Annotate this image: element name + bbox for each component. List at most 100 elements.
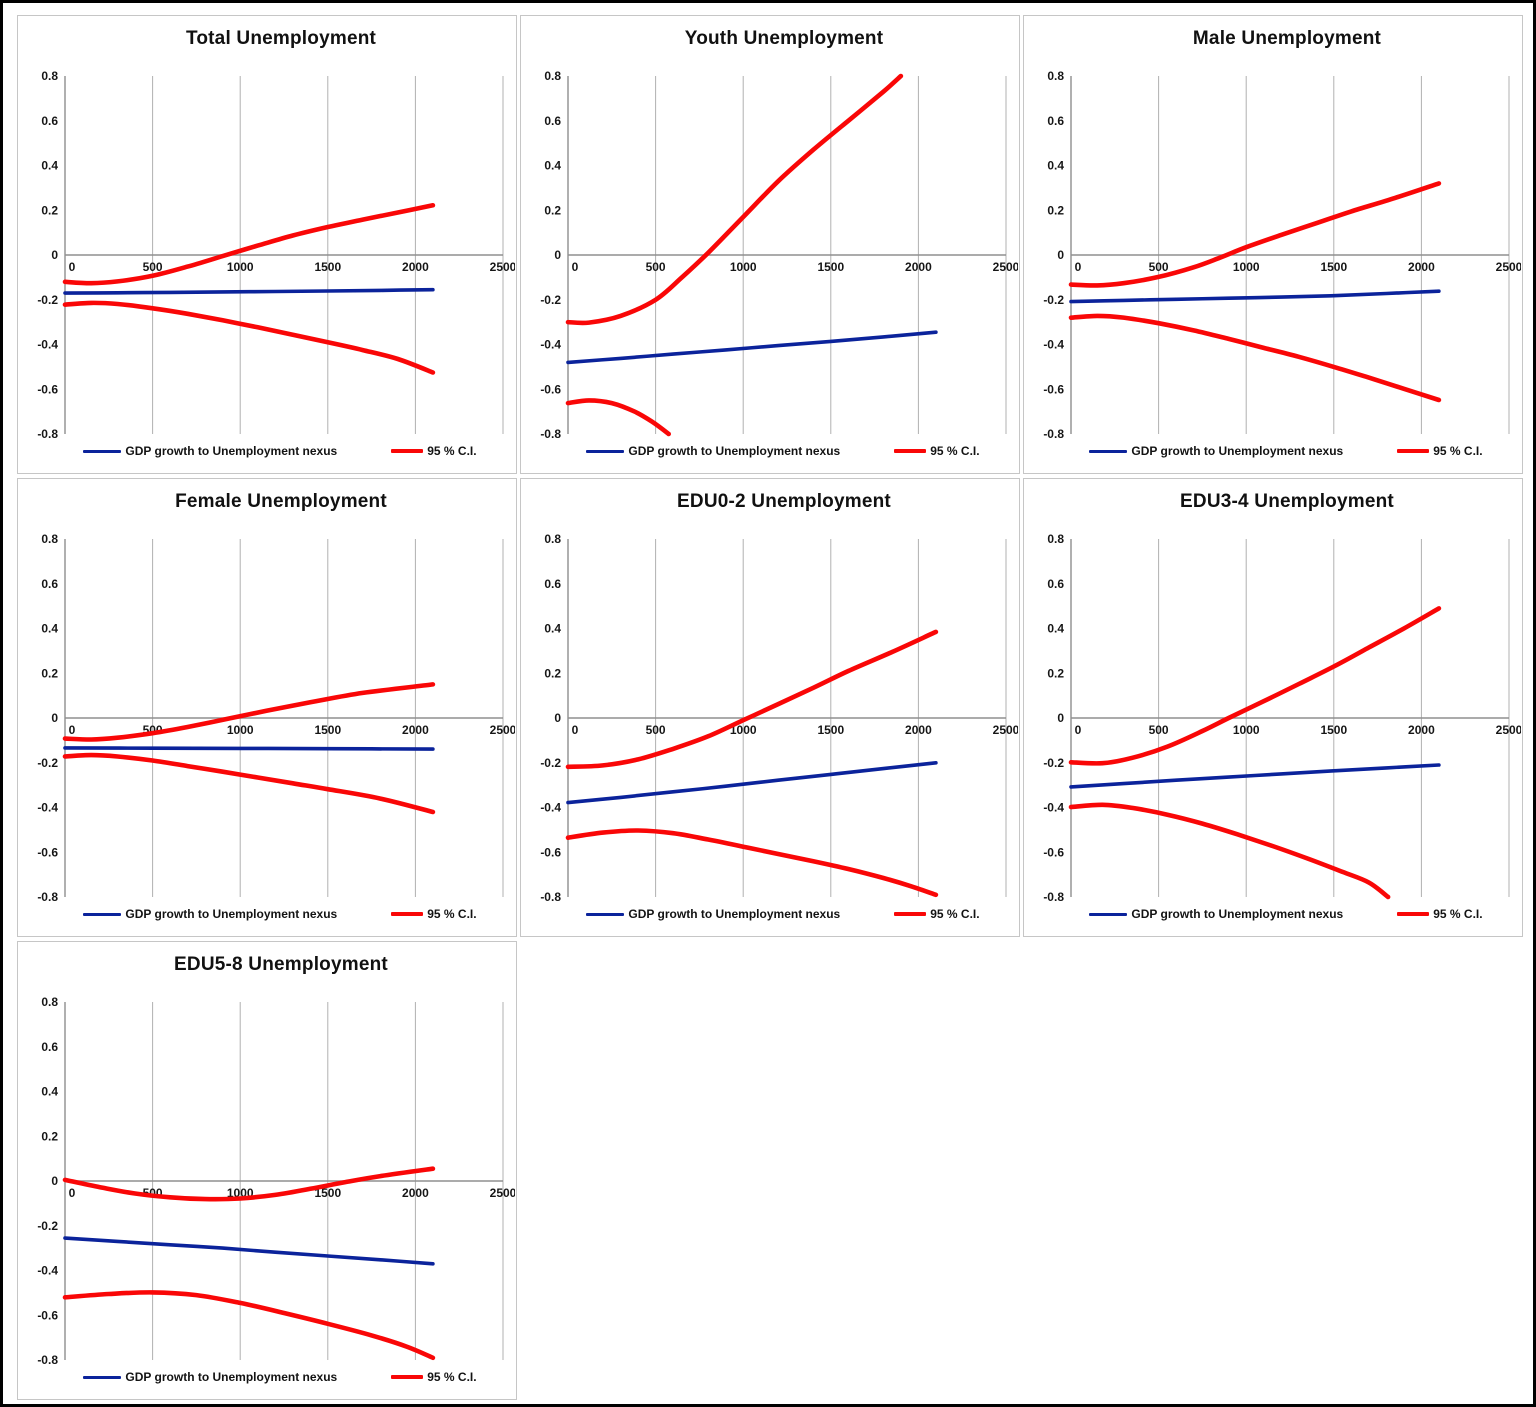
- svg-text:-0.2: -0.2: [37, 756, 58, 770]
- line-plot: 0.80.60.40.20-0.2-0.4-0.6-0.80 500 1000 150…: [37, 69, 515, 441]
- svg-text:500: 500: [1149, 723, 1169, 737]
- svg-text:-0.8: -0.8: [540, 890, 561, 904]
- svg-text:0: 0: [554, 248, 561, 262]
- nexus-line-swatch: [1089, 449, 1128, 453]
- empty-cell: [520, 941, 1020, 1400]
- legend-item-nexus: GDP growth to Unemployment nexus: [586, 907, 840, 921]
- legend-item-ci: 95 % C.I.: [894, 907, 980, 921]
- chart-legend: GDP growth to Unemployment nexus 95 % C.…: [18, 444, 516, 458]
- svg-text:1500: 1500: [1320, 260, 1347, 274]
- svg-text:2000: 2000: [1408, 723, 1435, 737]
- svg-text:0: 0: [572, 260, 579, 274]
- svg-text:1500: 1500: [314, 260, 341, 274]
- svg-text:1500: 1500: [817, 260, 844, 274]
- chart-title: EDU3-4 Unemployment: [1180, 491, 1394, 512]
- svg-text:0.2: 0.2: [544, 666, 561, 680]
- svg-text:-0.8: -0.8: [1043, 427, 1064, 441]
- svg-text:0: 0: [51, 248, 58, 262]
- svg-text:-0.8: -0.8: [37, 427, 58, 441]
- legend-label-nexus: GDP growth to Unemployment nexus: [125, 444, 338, 458]
- svg-text:-0.8: -0.8: [37, 1353, 58, 1367]
- svg-text:500: 500: [646, 260, 666, 274]
- svg-text:0.2: 0.2: [41, 1129, 58, 1143]
- svg-text:-0.8: -0.8: [1043, 890, 1064, 904]
- svg-text:0.6: 0.6: [41, 1040, 58, 1054]
- svg-text:0.4: 0.4: [544, 622, 561, 636]
- svg-text:0: 0: [69, 723, 76, 737]
- legend-label-ci: 95 % C.I.: [930, 444, 980, 458]
- line-plot: 0.80.60.40.20-0.2-0.4-0.6-0.80 500 1000 150…: [540, 532, 1018, 904]
- svg-text:-0.6: -0.6: [37, 382, 58, 396]
- svg-text:0.8: 0.8: [41, 995, 58, 1009]
- svg-text:0.6: 0.6: [41, 114, 58, 128]
- ci-line-swatch: [1397, 449, 1430, 453]
- svg-text:1500: 1500: [1320, 723, 1347, 737]
- chart-title: Youth Unemployment: [684, 28, 884, 49]
- chart-title: Female Unemployment: [175, 491, 387, 512]
- legend-label-ci: 95 % C.I.: [427, 1370, 477, 1384]
- legend-item-ci: 95 % C.I.: [391, 444, 477, 458]
- svg-text:1500: 1500: [314, 723, 341, 737]
- svg-text:0: 0: [69, 260, 76, 274]
- nexus-line-swatch: [1089, 912, 1128, 916]
- svg-text:-0.6: -0.6: [1043, 845, 1064, 859]
- chart-legend: GDP growth to Unemployment nexus 95 % C.…: [18, 1370, 516, 1384]
- legend-label-ci: 95 % C.I.: [427, 907, 477, 921]
- legend-item-ci: 95 % C.I.: [1397, 907, 1483, 921]
- ci-line-swatch: [1397, 912, 1430, 916]
- legend-item-nexus: GDP growth to Unemployment nexus: [1089, 907, 1343, 921]
- svg-text:1500: 1500: [817, 723, 844, 737]
- empty-cell: [1023, 941, 1523, 1400]
- svg-text:2500: 2500: [490, 1186, 515, 1200]
- chart-panel-male-unemployment: Male Unemployment 0.8 0.6 0.4 0.2 0 -0.2 -0.4 -…: [1023, 15, 1523, 474]
- legend-label-nexus: GDP growth to Unemployment nexus: [628, 444, 841, 458]
- svg-text:-0.2: -0.2: [540, 756, 561, 770]
- legend-item-nexus: GDP growth to Unemployment nexus: [586, 444, 840, 458]
- svg-text:0: 0: [572, 723, 579, 737]
- legend-label-nexus: GDP growth to Unemployment nexus: [125, 1370, 338, 1384]
- svg-text:0.4: 0.4: [41, 159, 58, 173]
- svg-text:0.8: 0.8: [544, 532, 561, 546]
- chart-title: EDU0-2 Unemployment: [677, 491, 891, 512]
- chart-legend: GDP growth to Unemployment nexus 95 % C.…: [18, 907, 516, 921]
- legend-label-nexus: GDP growth to Unemployment nexus: [125, 907, 338, 921]
- svg-text:-0.6: -0.6: [540, 845, 561, 859]
- svg-text:0: 0: [554, 711, 561, 725]
- svg-text:0.2: 0.2: [41, 666, 58, 680]
- chart-panel-edu5-8-unemployment: EDU5-8 Unemployment 0.8 0.6 0.4 0.2 0 -0.2 -0.…: [17, 941, 517, 1400]
- svg-text:-0.4: -0.4: [37, 338, 58, 352]
- legend-item-ci: 95 % C.I.: [1397, 444, 1483, 458]
- ci-line-swatch: [391, 1375, 424, 1379]
- svg-text:0.8: 0.8: [544, 69, 561, 83]
- svg-text:-0.4: -0.4: [540, 801, 561, 815]
- svg-text:1000: 1000: [730, 260, 757, 274]
- svg-text:0.4: 0.4: [41, 622, 58, 636]
- svg-text:2000: 2000: [402, 260, 429, 274]
- svg-text:-0.2: -0.2: [37, 1219, 58, 1233]
- line-plot: 0.80.60.40.20-0.2-0.4-0.6-0.80 500 1000 150…: [1043, 69, 1521, 441]
- chart-legend: GDP growth to Unemployment nexus 95 % C.…: [1024, 907, 1522, 921]
- nexus-line-swatch: [586, 912, 625, 916]
- chart-panel-total-unemployment: Total Unemployment 0.8 0.6 0.4 0.2 0 -0.2 -0.4…: [17, 15, 517, 474]
- svg-text:-0.2: -0.2: [1043, 756, 1064, 770]
- svg-text:500: 500: [646, 723, 666, 737]
- svg-text:-0.8: -0.8: [37, 890, 58, 904]
- svg-text:-0.6: -0.6: [540, 382, 561, 396]
- chart-title: EDU5-8 Unemployment: [174, 954, 388, 975]
- svg-text:0: 0: [1075, 260, 1082, 274]
- line-plot: 0.80.60.40.20-0.2-0.4-0.6-0.80 500 1000 150…: [37, 532, 515, 904]
- svg-text:-0.2: -0.2: [540, 293, 561, 307]
- legend-item-nexus: GDP growth to Unemployment nexus: [1089, 444, 1343, 458]
- chart-panel-female-unemployment: Female Unemployment 0.8 0.6 0.4 0.2 0 -0.2 -0.…: [17, 478, 517, 937]
- legend-label-ci: 95 % C.I.: [1433, 444, 1483, 458]
- ci-line-swatch: [894, 912, 927, 916]
- legend-label-nexus: GDP growth to Unemployment nexus: [1131, 444, 1344, 458]
- svg-text:0.8: 0.8: [1047, 532, 1064, 546]
- line-plot: 0.80.60.40.20-0.2-0.4-0.6-0.80 500 1000 150…: [37, 995, 515, 1367]
- nexus-line-swatch: [83, 1375, 122, 1379]
- svg-text:0.4: 0.4: [1047, 159, 1064, 173]
- nexus-line-swatch: [83, 912, 122, 916]
- svg-text:2500: 2500: [490, 260, 515, 274]
- svg-text:0: 0: [1075, 723, 1082, 737]
- legend-label-ci: 95 % C.I.: [1433, 907, 1483, 921]
